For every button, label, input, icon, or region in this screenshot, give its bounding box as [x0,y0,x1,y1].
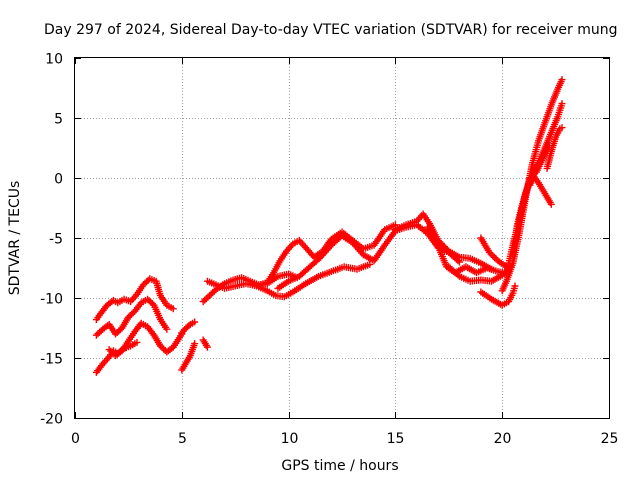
x-tick-label: 5 [178,431,187,447]
series-track-a [92,275,177,324]
y-tick-label: -5 [49,232,63,248]
y-tick-label: 10 [45,52,63,68]
series-track-g [199,336,211,351]
y-tick-label: -20 [40,412,63,428]
data-marks [92,76,566,376]
data-point [558,100,566,108]
data-point [203,343,211,351]
data-point [366,260,374,268]
data-point [558,76,566,84]
x-axis-label: GPS time / hours [281,458,398,474]
data-point [315,255,323,263]
data-point [491,253,499,261]
series-track-n [445,263,513,285]
x-tick-label: 15 [387,431,405,447]
data-point [148,300,156,308]
data-point [185,322,193,330]
chart-title: Day 297 of 2024, Sidereal Day-to-day VTE… [44,22,618,38]
data-point [163,325,171,333]
data-point [191,318,199,326]
series-track-s [509,142,553,260]
data-point [489,252,497,260]
x-tick-label: 20 [494,431,512,447]
x-tick-label: 25 [601,431,619,447]
series-track-o [477,282,519,309]
data-point [547,200,555,208]
y-tick-label: -10 [40,292,63,308]
data-point [169,305,177,313]
x-tick-label: 0 [71,431,80,447]
data-point [440,243,448,251]
y-tick-label: -15 [40,352,63,368]
data-point [454,271,462,279]
series-track-r [502,100,566,278]
data-point [191,340,199,348]
axis-ticks: 0 5 10 15 20 25 -20 -15 -10 -5 0 5 10 [40,52,618,448]
data-point [558,124,566,132]
series-track-u [543,124,566,172]
series-track-d [92,338,141,376]
series-track-f [178,318,199,337]
series-track-p [477,234,510,271]
series-track-t [526,173,555,208]
data-point [511,282,519,290]
y-tick-label: 5 [54,112,63,128]
y-axis-label: SDTVAR / TECUs [7,181,23,296]
series-track-e [178,340,199,374]
series-track-m [423,223,515,277]
x-tick-label: 10 [281,431,299,447]
data-point [119,346,127,354]
y-tick-label: 0 [54,172,63,188]
data-point [133,338,141,346]
series-track-b [92,295,171,339]
plot-frame [74,57,610,419]
data-point [442,244,450,252]
